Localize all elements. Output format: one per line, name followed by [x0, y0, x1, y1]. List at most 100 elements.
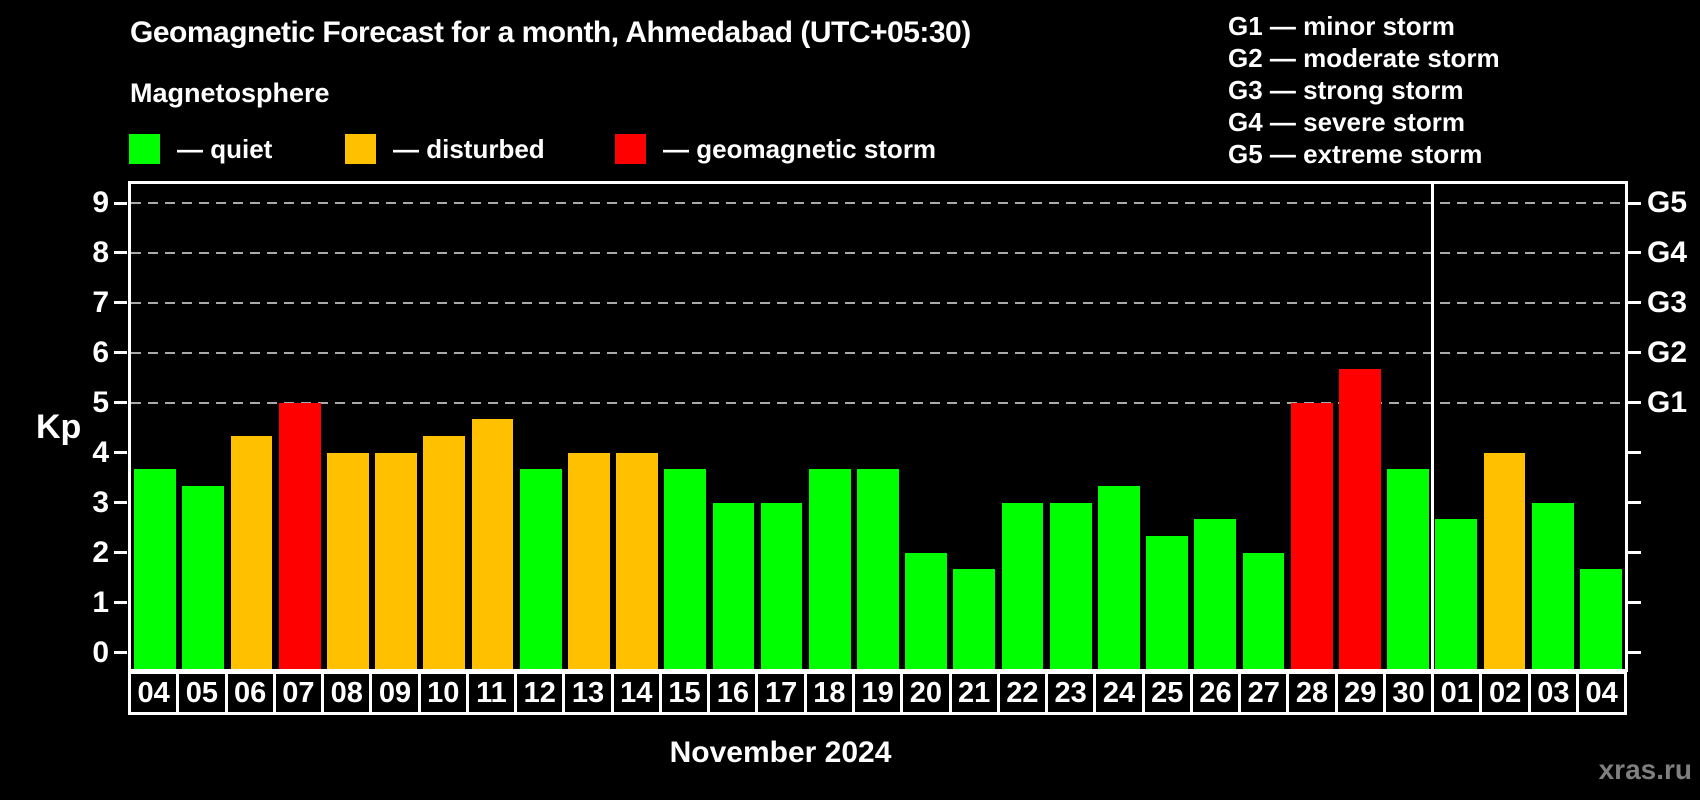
y-left-tick-label-2: 2: [92, 535, 109, 569]
watermark: xras.ru: [1598, 754, 1692, 785]
day-cell-nov-25: 25: [1144, 674, 1193, 712]
day-cell-nov-05: 05: [179, 674, 228, 712]
bar-day-07: [278, 402, 321, 669]
day-cell-nov-23: 23: [1048, 674, 1097, 712]
y-left-tick-4: [114, 451, 127, 455]
y-left-tick-1: [114, 601, 127, 605]
day-cell-nov-15: 15: [661, 674, 711, 712]
bar-day-21: [953, 569, 996, 669]
bar-day-04: [1580, 569, 1622, 669]
day-cell-nov-14: 14: [613, 674, 662, 712]
bar-day-10: [423, 436, 466, 669]
day-cell-nov-04: 04: [131, 674, 180, 712]
day-cell-nov-18: 18: [806, 674, 855, 712]
bar-day-26: [1194, 519, 1237, 669]
gridline-kp8: [131, 251, 1625, 254]
bar-day-08: [326, 452, 369, 669]
legend-item-quiet: — quiet: [129, 134, 272, 164]
bar-day-06: [230, 436, 273, 669]
legend-label-storm: — geomagnetic storm: [663, 134, 937, 164]
day-cell-nov-10: 10: [420, 674, 469, 712]
subtitle-magnetosphere: Magnetosphere: [130, 78, 330, 108]
bar-day-04: [134, 469, 176, 669]
y-right-label-g3: G3: [1647, 285, 1688, 319]
day-cell-nov-13: 13: [565, 674, 614, 712]
storm-scale-line-g4: G4 — severe storm: [1228, 107, 1466, 137]
legend-item-disturbed: — disturbed: [345, 134, 545, 164]
gridline-kp6: [131, 351, 1625, 354]
bar-day-03: [1531, 502, 1574, 669]
bar-day-28: [1290, 402, 1333, 669]
bar-day-19: [857, 469, 899, 669]
y-left-tick-2: [114, 551, 127, 555]
legend-item-storm: — geomagnetic storm: [615, 134, 936, 164]
bar-day-25: [1146, 536, 1189, 669]
bar-day-09: [375, 452, 417, 669]
storm-scale-line-g2: G2 — moderate storm: [1228, 43, 1500, 73]
day-cell-nov-08: 08: [324, 674, 373, 712]
gridline-kp5: [131, 401, 1625, 404]
page-title: Geomagnetic Forecast for a month, Ahmeda…: [130, 16, 971, 49]
day-cell-nov-19: 19: [854, 674, 904, 712]
bar-day-27: [1242, 552, 1285, 669]
bar-day-02: [1483, 452, 1526, 669]
day-cell-dec-03: 03: [1530, 674, 1579, 712]
y-left-tick-3: [114, 501, 127, 505]
y-right-tick-0: [1628, 651, 1641, 654]
plot-area: [128, 181, 1628, 672]
month-separator-line: [1430, 184, 1434, 669]
day-cell-nov-27: 27: [1241, 674, 1290, 712]
storm-scale-line-g5: G5 — extreme storm: [1228, 139, 1483, 169]
y-right-tick-7: [1628, 301, 1641, 305]
y-right-label-g1: G1: [1647, 385, 1688, 419]
y-right-label-g4: G4: [1647, 235, 1688, 269]
storm-scale-line-g3: G3 — strong storm: [1228, 75, 1464, 105]
bar-day-13: [567, 452, 610, 669]
y-right-label-g2: G2: [1647, 335, 1688, 369]
y-left-tick-8: [114, 251, 127, 255]
day-cell-nov-12: 12: [517, 674, 566, 712]
bar-day-05: [182, 486, 225, 669]
bar-day-24: [1098, 486, 1140, 669]
y-left-tick-7: [114, 301, 127, 305]
day-cell-nov-11: 11: [468, 674, 518, 712]
y-right-tick-5: [1628, 401, 1641, 405]
y-right-tick-9: [1628, 201, 1641, 205]
day-cell-nov-28: 28: [1289, 674, 1338, 712]
y-right-tick-1: [1628, 601, 1641, 605]
y-left-tick-6: [114, 351, 127, 355]
y-left-tick-label-4: 4: [92, 435, 109, 469]
y-left-tick-label-6: 6: [92, 335, 109, 369]
y-left-tick-9: [114, 201, 127, 205]
gridline-kp7: [131, 301, 1625, 304]
day-cell-nov-30: 30: [1385, 674, 1435, 712]
x-axis-month-label: November 2024: [669, 736, 892, 769]
storm-scale-legend: G1 — minor storm G2 — moderate storm G3 — …: [1228, 10, 1500, 170]
day-cell-nov-21: 21: [951, 674, 1000, 712]
y-left-tick-5: [114, 401, 127, 405]
y-left-tick-label-8: 8: [92, 235, 109, 269]
storm-color-swatch: [615, 134, 646, 164]
bar-day-17: [760, 502, 803, 669]
y-right-tick-2: [1628, 551, 1641, 555]
day-cell-nov-06: 06: [227, 674, 276, 712]
day-cell-nov-20: 20: [903, 674, 952, 712]
y-right-tick-8: [1628, 251, 1641, 255]
y-right-tick-6: [1628, 351, 1641, 355]
bar-day-30: [1387, 469, 1429, 669]
gridline-kp9: [131, 202, 1625, 205]
day-cell-nov-26: 26: [1192, 674, 1242, 712]
day-cell-nov-16: 16: [710, 674, 759, 712]
y-axis-label: Kp: [36, 408, 82, 446]
y-left-tick-label-1: 1: [92, 585, 109, 619]
storm-scale-line-g1: G1 — minor storm: [1228, 11, 1455, 41]
bar-day-29: [1339, 369, 1381, 669]
bar-day-16: [712, 502, 755, 669]
disturbed-color-swatch: [345, 134, 376, 164]
day-label-row: 04 05 06 07 08 09 10 11 12 13 14 15 16 17 18 19 20 21 22 23…: [128, 671, 1627, 715]
y-right-tick-4: [1628, 451, 1641, 455]
day-cell-nov-24: 24: [1096, 674, 1145, 712]
y-left-tick-label-5: 5: [92, 385, 109, 419]
bar-day-22: [1001, 502, 1044, 669]
